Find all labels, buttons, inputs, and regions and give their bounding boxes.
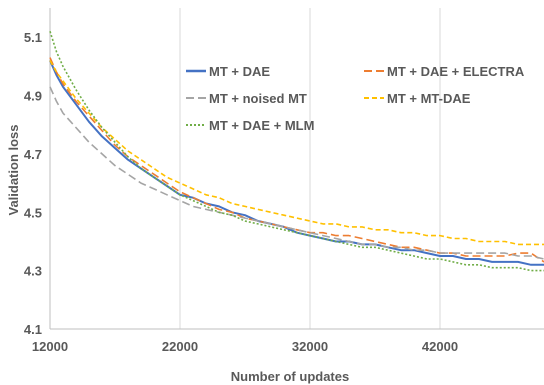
legend-label-3: MT + MT-DAE [387,91,471,106]
x-tick-label-22000: 22000 [162,339,198,354]
tick-labels: 12000 22000 32000 42000 4.1 4.3 4.5 4.7 4.9 5.1 [24,30,458,354]
x-tick-label-12000: 12000 [32,339,68,354]
y-axis-title: Validation loss [6,124,21,215]
y-tick-label-4.7: 4.7 [24,147,42,162]
series-line-1 [49,57,544,263]
x-axis-title: Number of updates [231,369,349,384]
legend-label-0: MT + DAE [209,64,270,79]
series-line-2 [49,86,544,260]
vertical-gridlines [179,8,441,329]
series-line-0 [49,60,544,266]
y-tick-label-4.5: 4.5 [24,205,42,220]
y-tick-label-4.1: 4.1 [24,322,42,337]
legend: MT + DAE MT + DAE + ELECTRA MT + noised MT… [186,64,525,133]
legend-label-1: MT + DAE + ELECTRA [387,64,525,79]
y-tick-label-4.9: 4.9 [24,89,42,104]
series-line-3 [49,60,544,246]
x-tick-label-42000: 42000 [422,339,458,354]
axes [49,8,544,330]
x-tick-label-32000: 32000 [292,339,328,354]
series-lines [49,31,544,272]
legend-label-4: MT + DAE + MLM [209,118,314,133]
y-tick-label-4.3: 4.3 [24,264,42,279]
legend-label-2: MT + noised MT [209,91,307,106]
y-tick-label-5.1: 5.1 [24,30,42,45]
